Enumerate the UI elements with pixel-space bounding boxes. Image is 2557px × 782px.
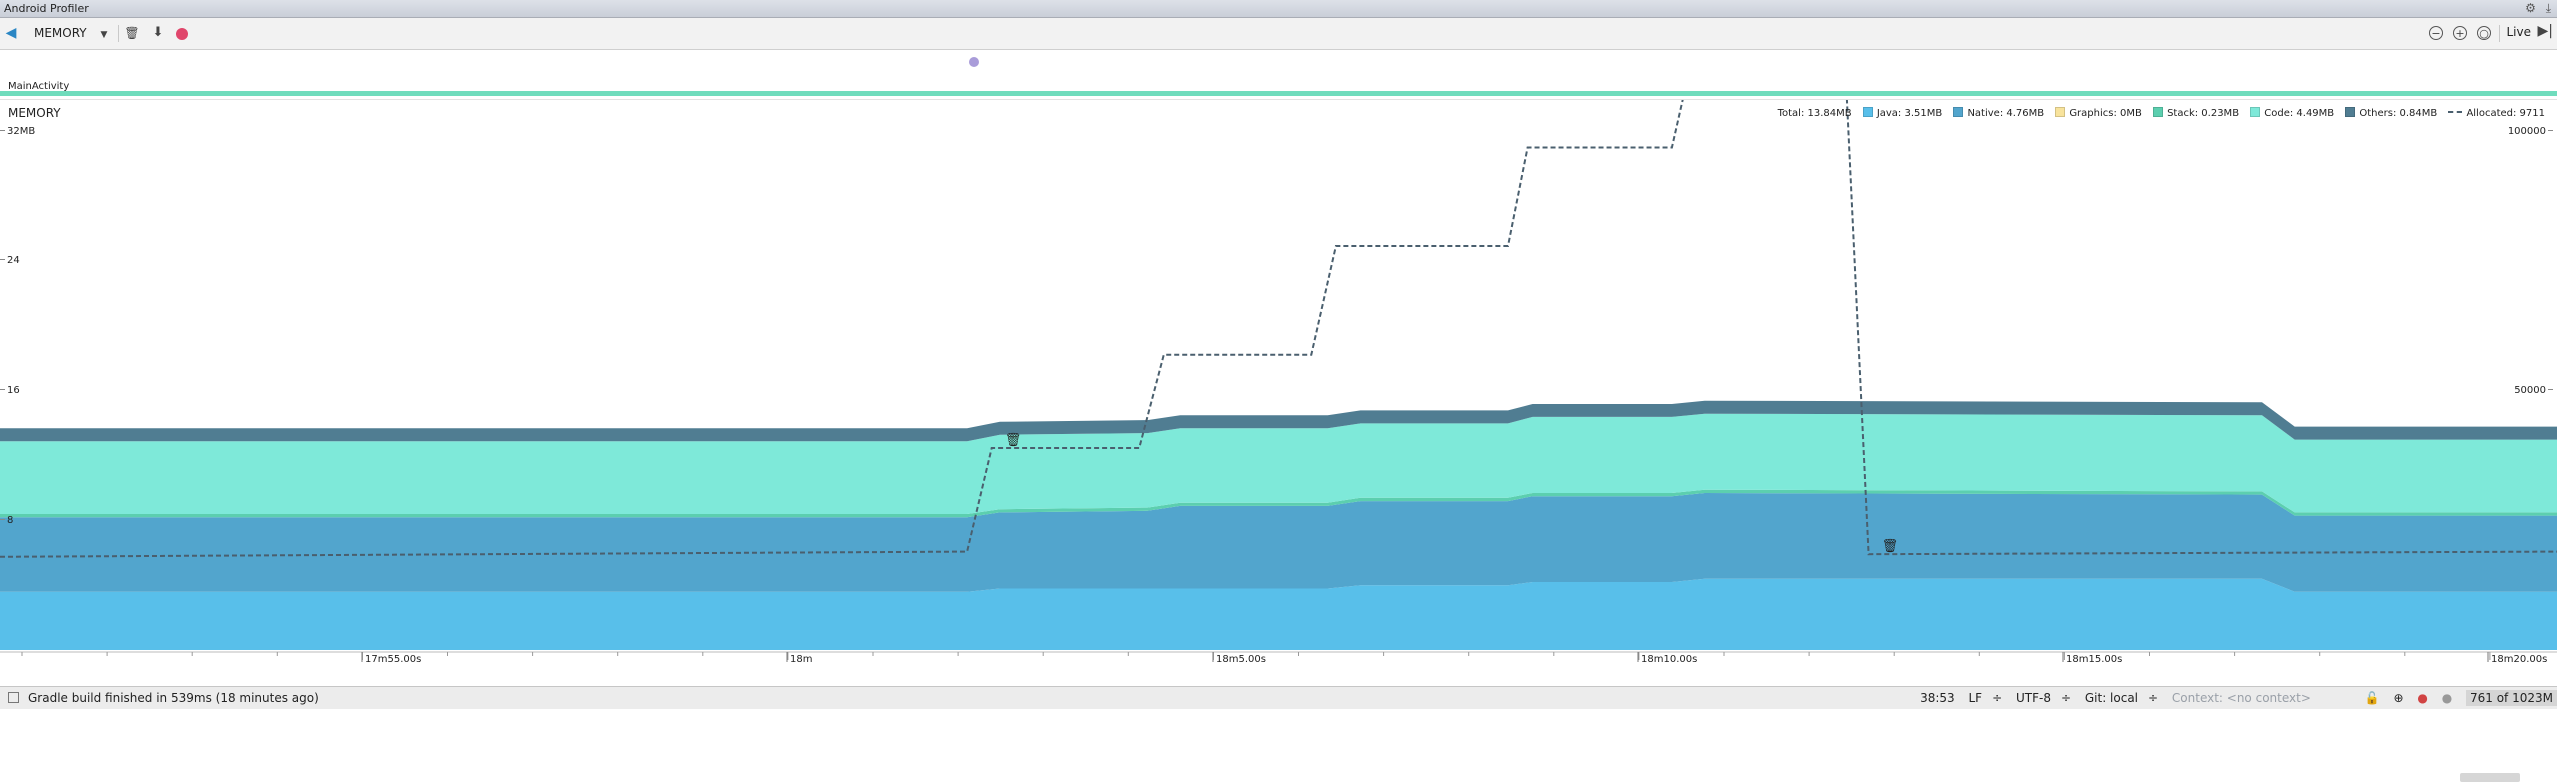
legend-label: Allocated: 9711 (2466, 108, 2545, 119)
legend-label: Others: 0.84MB (2359, 108, 2438, 119)
back-arrow-icon[interactable]: ◀ (5, 25, 17, 41)
time-tick-label: 18m (790, 654, 812, 665)
lock-icon[interactable]: 🔓 (2364, 691, 2380, 705)
memory-indicator[interactable]: 761 of 1023M (2466, 690, 2557, 706)
time-tick-label: 18m15.00s (2066, 654, 2122, 665)
time-tick-label: 18m5.00s (1216, 654, 1266, 665)
legend-others: Others: 0.84MB (2345, 107, 2437, 119)
legend-label: Native: 4.76MB (1967, 108, 2045, 119)
memory-chart[interactable]: 🗑 🗑 17m55.00s 18m 18m5.00s 18m10.00s 18m15.00s… (0, 100, 2557, 686)
chart-title: MEMORY (8, 106, 61, 120)
y-axis-left-tick: 24 (0, 255, 20, 266)
y-axis-left-tick: 8 (0, 515, 13, 526)
area-stack (0, 489, 2557, 518)
legend-swatch (1862, 107, 1873, 117)
horizontal-scrollbar[interactable] (2460, 773, 2520, 782)
gear-icon[interactable]: ⚙ (2525, 1, 2536, 15)
jump-to-live-icon[interactable]: ▶| (2537, 23, 2553, 39)
legend-total: Total: 13.84MB (1777, 108, 1852, 119)
zoom-out-button[interactable]: − (2429, 26, 2443, 40)
legend-swatch (2250, 107, 2261, 117)
context-selector[interactable]: Context: <no context> (2171, 691, 2311, 705)
time-tick-label: 17m55.00s (365, 654, 421, 665)
hide-panel-icon[interactable]: ⤓ (2545, 1, 2551, 15)
gc-trash-icon[interactable]: 🗑 (1882, 538, 1899, 554)
git-branch[interactable]: Git: local ÷ (2084, 691, 2159, 705)
legend-graphics: Graphics: 0MB (2055, 107, 2142, 119)
caret-position[interactable]: 38:53 (1920, 691, 1955, 705)
y-axis-left-tick: 16 (0, 385, 20, 396)
legend-code: Code: 4.49MB (2250, 107, 2334, 119)
toolbar-divider (2499, 25, 2500, 42)
legend-native: Native: 4.76MB (1953, 107, 2044, 119)
live-button[interactable]: Live (2506, 25, 2531, 39)
power-save-icon[interactable]: ● (2441, 691, 2453, 705)
toolbar-divider (118, 25, 119, 42)
profiler-toolbar: ◀ MEMORY ▼ 🗑 ⬇ − + ○ Live ▶| (0, 18, 2557, 50)
event-log-icon[interactable]: ● (2417, 691, 2428, 705)
legend-dash (2448, 111, 2463, 113)
file-encoding[interactable]: UTF-8 ÷ (2015, 691, 2072, 705)
reset-zoom-button[interactable]: ○ (2477, 26, 2491, 40)
heap-dump-icon[interactable]: ⬇ (152, 25, 164, 40)
file-encoding-value: UTF-8 (2015, 691, 2051, 705)
legend-label: Code: 4.49MB (2264, 108, 2335, 119)
area-others (0, 400, 2557, 442)
y-axis-left-tick: 32MB (0, 126, 35, 137)
event-timeline: MainActivity (0, 50, 2557, 94)
allocated-line (0, 100, 2557, 558)
profiler-select-value: MEMORY (34, 26, 87, 40)
force-gc-icon[interactable]: 🗑 (124, 26, 140, 40)
inspector-icon[interactable]: ⊕ (2393, 691, 2404, 705)
time-tick-label: 18m10.00s (1641, 654, 1697, 665)
y-axis-right-tick: 100000 (2508, 126, 2553, 137)
activity-label: MainActivity (8, 81, 70, 92)
status-message: Gradle build finished in 539ms (18 minut… (28, 691, 319, 705)
profiler-select[interactable]: MEMORY ▼ (34, 24, 107, 42)
line-separator-value: LF (1968, 691, 1983, 705)
legend-label: Stack: 0.23MB (2167, 108, 2240, 119)
window-controls: ⚙ ⤓ (2525, 0, 2551, 17)
legend-swatch (2153, 107, 2164, 117)
legend-label: Graphics: 0MB (2069, 108, 2142, 119)
status-bar: Gradle build finished in 539ms (18 minut… (0, 686, 2557, 709)
legend-allocated: Allocated: 9711 (2448, 108, 2545, 119)
tool-windows-icon[interactable] (8, 692, 19, 703)
area-native (0, 493, 2557, 592)
touch-event-marker[interactable] (969, 57, 979, 67)
legend-stack: Stack: 0.23MB (2153, 107, 2239, 119)
line-separator[interactable]: LF ÷ (1968, 691, 2003, 705)
area-code (0, 413, 2557, 514)
gc-trash-icon[interactable]: 🗑 (1005, 432, 1022, 448)
time-tick-label: 18m20.00s (2491, 654, 2547, 665)
legend-label: Java: 3.51MB (1876, 108, 1943, 119)
legend-swatch (1953, 107, 1964, 117)
area-java (0, 578, 2557, 650)
memory-chart-panel[interactable]: 🗑 🗑 17m55.00s 18m 18m5.00s 18m10.00s 18m15.00s… (0, 99, 2557, 782)
status-widgets: 38:53 LF ÷ UTF-8 ÷ Git: local ÷ Context: <n… (1920, 687, 2557, 709)
window-titlebar: Android Profiler ⚙ ⤓ (0, 0, 2557, 18)
legend-swatch (2345, 107, 2356, 117)
git-branch-value: Git: local (2084, 691, 2139, 705)
zoom-in-button[interactable]: + (2453, 26, 2467, 40)
chevron-down-icon: ▼ (100, 30, 108, 40)
activity-bar[interactable] (0, 91, 2557, 96)
record-allocations-button[interactable] (176, 28, 188, 40)
window-title: Android Profiler (4, 2, 89, 15)
legend-swatch (2055, 107, 2066, 117)
y-axis-right-tick: 50000 (2514, 385, 2553, 396)
chart-legend: Total: 13.84MB Java: 3.51MB Native: 4.76… (1770, 107, 2545, 119)
legend-java: Java: 3.51MB (1862, 107, 1943, 119)
